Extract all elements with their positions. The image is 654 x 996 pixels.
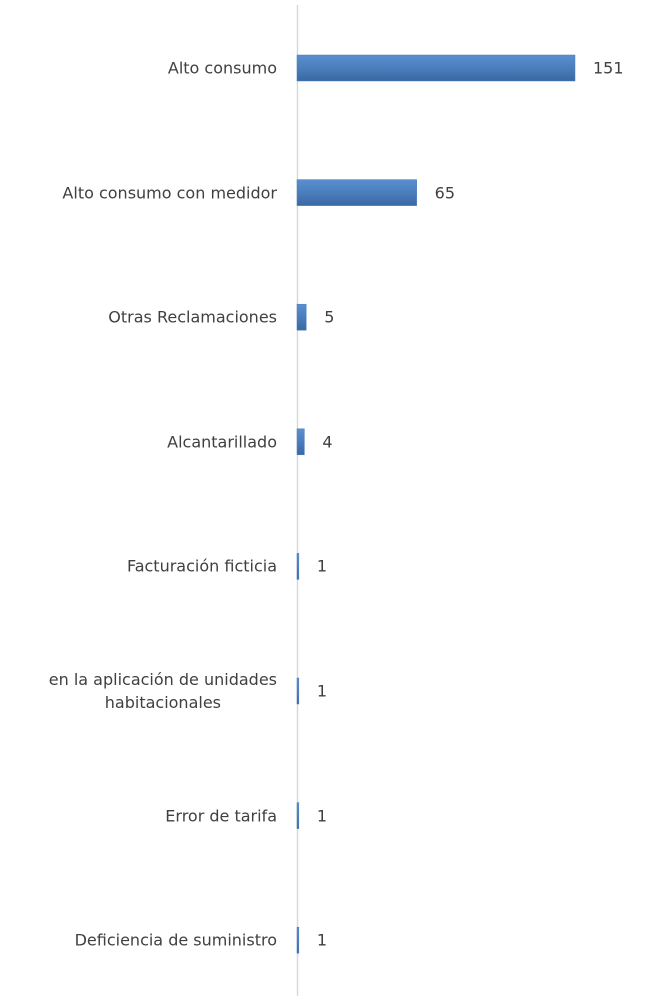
category-label: Otras Reclamaciones bbox=[108, 307, 277, 327]
value-label: 4 bbox=[322, 432, 333, 452]
value-label: 151 bbox=[593, 58, 624, 78]
bar bbox=[296, 303, 307, 331]
category-label: Alcantarillado bbox=[167, 432, 277, 452]
bar bbox=[296, 677, 300, 705]
value-label: 1 bbox=[316, 806, 328, 826]
value-label: 1 bbox=[316, 681, 328, 701]
category-label: Deficiencia de suministro bbox=[74, 930, 277, 950]
value-label: 65 bbox=[434, 183, 456, 203]
value-label: 5 bbox=[324, 307, 335, 327]
bar bbox=[296, 926, 300, 954]
bar bbox=[296, 428, 305, 456]
category-label: Error de tarifa bbox=[165, 806, 277, 826]
bar bbox=[296, 54, 576, 82]
bar bbox=[296, 553, 300, 580]
category-label: Alto consumo con medidor bbox=[62, 183, 277, 203]
category-label: Alto consumo bbox=[167, 58, 277, 78]
bar bbox=[296, 802, 300, 829]
category-label: Facturación ficticia bbox=[126, 556, 277, 576]
bar bbox=[296, 179, 417, 206]
category-label: en la aplicación de unidades habitaciona… bbox=[48, 670, 277, 712]
value-label: 1 bbox=[316, 930, 328, 950]
value-label: 1 bbox=[316, 556, 328, 576]
